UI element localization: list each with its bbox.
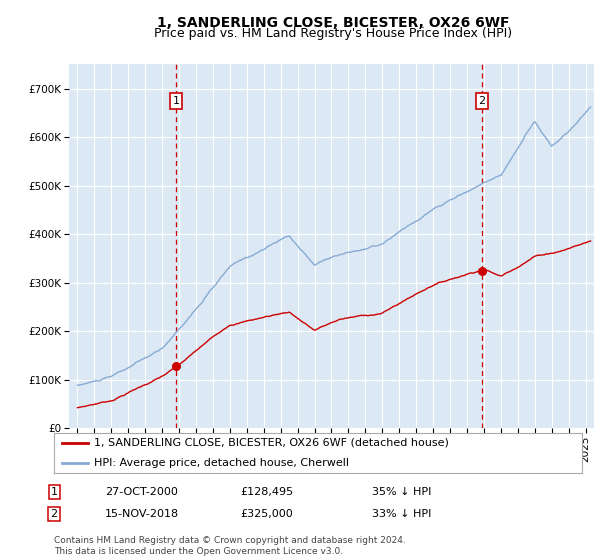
Text: 27-OCT-2000: 27-OCT-2000	[105, 487, 178, 497]
Text: HPI: Average price, detached house, Cherwell: HPI: Average price, detached house, Cher…	[94, 458, 349, 468]
Text: 2: 2	[50, 509, 58, 519]
Text: 1, SANDERLING CLOSE, BICESTER, OX26 6WF: 1, SANDERLING CLOSE, BICESTER, OX26 6WF	[157, 16, 509, 30]
Text: Price paid vs. HM Land Registry's House Price Index (HPI): Price paid vs. HM Land Registry's House …	[154, 27, 512, 40]
Text: £325,000: £325,000	[240, 509, 293, 519]
Text: 2: 2	[478, 96, 485, 106]
Text: Contains HM Land Registry data © Crown copyright and database right 2024.
This d: Contains HM Land Registry data © Crown c…	[54, 536, 406, 556]
Text: 15-NOV-2018: 15-NOV-2018	[105, 509, 179, 519]
Text: 1: 1	[50, 487, 58, 497]
Text: 35% ↓ HPI: 35% ↓ HPI	[372, 487, 431, 497]
Text: 1: 1	[173, 96, 179, 106]
Text: £128,495: £128,495	[240, 487, 293, 497]
Text: 1, SANDERLING CLOSE, BICESTER, OX26 6WF (detached house): 1, SANDERLING CLOSE, BICESTER, OX26 6WF …	[94, 438, 448, 448]
Text: 33% ↓ HPI: 33% ↓ HPI	[372, 509, 431, 519]
